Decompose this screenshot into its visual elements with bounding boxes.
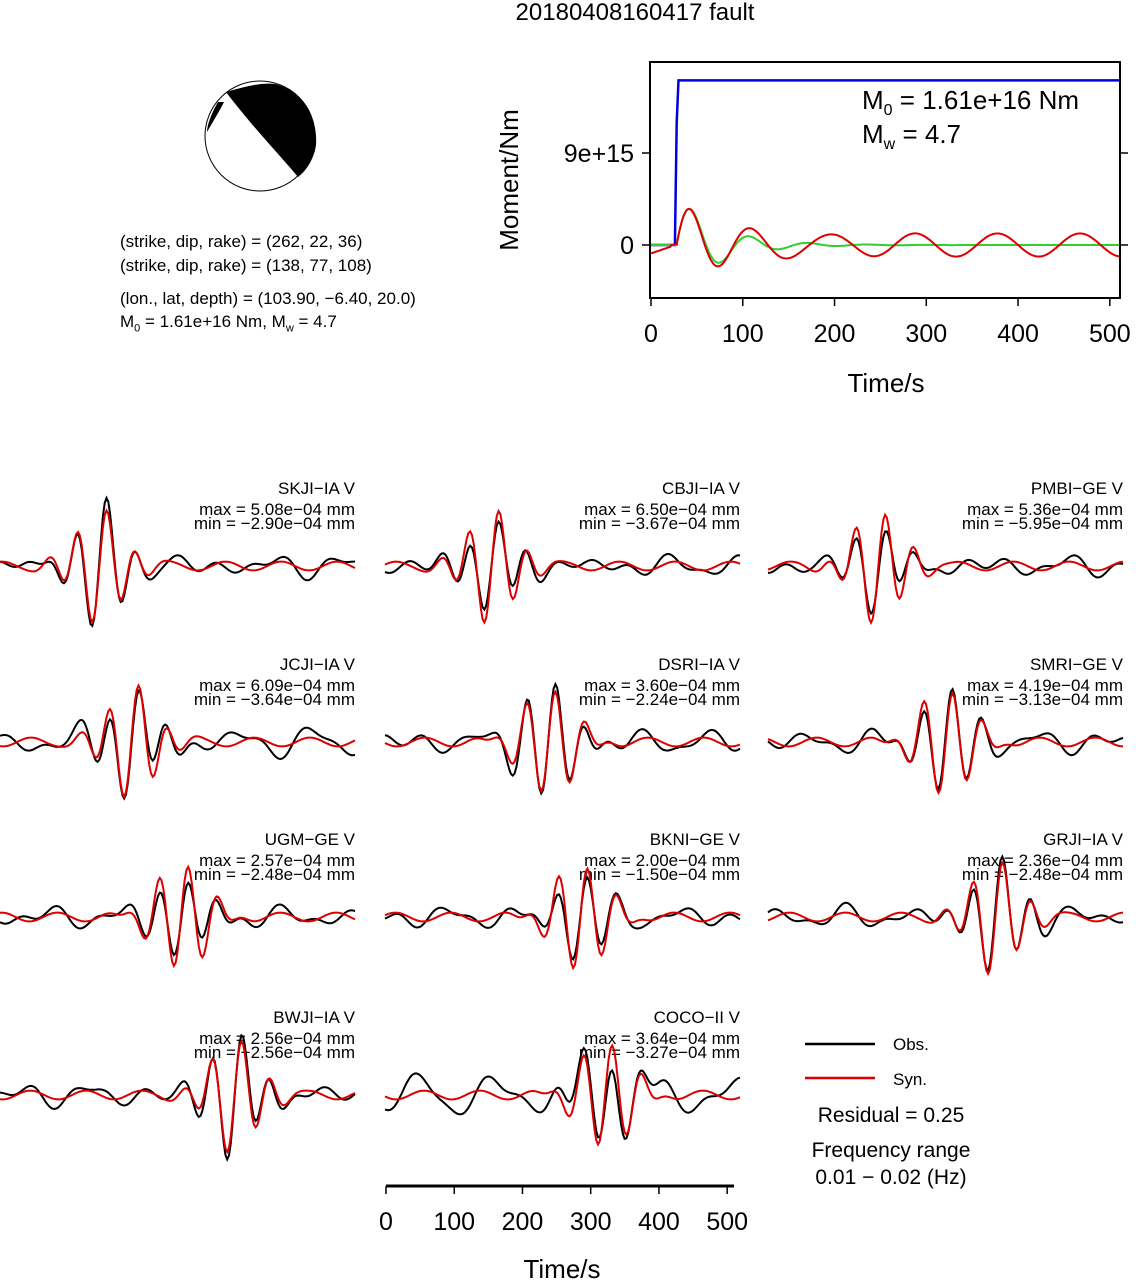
nodal-plane-2: (strike, dip, rake) = (138, 77, 108) xyxy=(120,256,372,275)
station-max: max = 3.64e−04 mm xyxy=(584,1029,740,1048)
wave-x-tick-label: 200 xyxy=(502,1208,544,1236)
moment-plot-frame xyxy=(649,61,1121,299)
moment-x-tick-label: 300 xyxy=(905,320,947,348)
station-name: SMRI−GE V xyxy=(1030,655,1124,674)
frequency-range-value: 0.01 − 0.02 (Hz) xyxy=(815,1166,966,1189)
station-max: max = 3.60e−04 mm xyxy=(584,676,740,695)
observed-waveform xyxy=(384,875,741,962)
wave-x-axis-label: Time/s xyxy=(523,1254,600,1281)
nodal-plane-1: (strike, dip, rake) = (262, 22, 36) xyxy=(120,232,363,251)
station-min: min = −3.67e−04 mm xyxy=(579,514,740,533)
observed-waveform xyxy=(0,495,355,628)
station-max: max = 2.56e−04 mm xyxy=(199,1029,355,1048)
moment-x-tick-label: 100 xyxy=(722,320,764,348)
station-name: SKJI−IA V xyxy=(278,479,356,498)
station-max: max = 6.50e−04 mm xyxy=(584,500,740,519)
station-name: JCJI−IA V xyxy=(280,655,356,674)
hypocenter-info: (lon., lat, depth) = (103.90, −6.40, 20.… xyxy=(120,289,416,308)
wave-x-tick-label: 100 xyxy=(433,1208,475,1236)
station-name: CBJI−IA V xyxy=(662,479,741,498)
synthetic-waveform xyxy=(767,512,1124,626)
wave-x-tick-label: 300 xyxy=(570,1208,612,1236)
moment-x-tick-label: 400 xyxy=(997,320,1039,348)
moment-x-tick-label: 200 xyxy=(814,320,856,348)
residual-label: Residual = 0.25 xyxy=(818,1104,965,1127)
legend-obs-label: Obs. xyxy=(893,1035,929,1054)
station-min: min = −2.48e−04 mm xyxy=(962,865,1123,884)
observed-waveform xyxy=(767,854,1124,972)
moment-x-tick-label: 500 xyxy=(1089,320,1131,348)
synthetic-waveform xyxy=(384,689,741,794)
station-max: max = 6.09e−04 mm xyxy=(199,676,355,695)
station-name: BKNI−GE V xyxy=(650,830,741,849)
station-max: max = 2.36e−04 mm xyxy=(967,851,1123,870)
moment-x-tick-label: 0 xyxy=(644,320,658,348)
station-min: min = −2.24e−04 mm xyxy=(579,690,740,709)
frequency-range-label: Frequency range xyxy=(812,1139,971,1162)
legend-syn-label: Syn. xyxy=(893,1070,927,1089)
beachball-diagram xyxy=(204,80,317,192)
station-min: min = −3.13e−04 mm xyxy=(962,690,1123,709)
synthetic-waveform xyxy=(767,691,1124,796)
synthetic-waveform xyxy=(384,1043,741,1147)
wave-x-tick-label: 400 xyxy=(638,1208,680,1236)
observed-waveform xyxy=(0,1033,356,1163)
station-name: UGM−GE V xyxy=(265,830,356,849)
wave-x-tick-label: 0 xyxy=(379,1208,393,1236)
station-max: max = 2.00e−04 mm xyxy=(584,851,740,870)
station-min: min = −5.95e−04 mm xyxy=(962,514,1123,533)
synthetic-waveform xyxy=(384,866,741,971)
station-min: min = −2.48e−04 mm xyxy=(194,865,355,884)
synthetic-waveform xyxy=(0,683,356,800)
station-name: GRJI−IA V xyxy=(1043,830,1123,849)
page-title: 20180408160417 fault xyxy=(515,0,755,26)
station-name: BWJI−IA V xyxy=(273,1008,355,1027)
moment-y-axis-label: Moment/Nm xyxy=(494,109,524,251)
beachball-compressional-sliver xyxy=(207,102,224,132)
station-max: max = 2.57e−04 mm xyxy=(199,851,355,870)
station-name: COCO−II V xyxy=(654,1008,741,1027)
moment-y-tick-label: 9e+15 xyxy=(564,140,634,168)
wave-x-tick-label: 500 xyxy=(706,1208,748,1236)
moment-rate-observed-line xyxy=(650,207,1120,268)
synthetic-waveform xyxy=(0,1039,356,1155)
station-max: max = 4.19e−04 mm xyxy=(967,676,1123,695)
station-min: min = −1.50e−04 mm xyxy=(579,865,740,884)
mw-annotation: Mw = 4.7 xyxy=(862,119,961,153)
observed-waveform xyxy=(384,1046,741,1141)
legend: Obs. Syn. xyxy=(805,1035,929,1089)
moment-y-tick-label: 0 xyxy=(620,232,634,260)
synthetic-waveform xyxy=(767,860,1124,977)
observed-waveform xyxy=(767,530,1124,616)
station-min: min = −2.56e−04 mm xyxy=(194,1043,355,1062)
station-max: max = 5.08e−04 mm xyxy=(199,500,355,519)
observed-waveform xyxy=(384,519,741,612)
synthetic-waveform xyxy=(0,864,356,969)
station-min: min = −2.90e−04 mm xyxy=(194,514,355,533)
synthetic-waveform xyxy=(0,508,356,625)
station-min: min = −3.64e−04 mm xyxy=(194,690,355,709)
station-name: DSRI−IA V xyxy=(658,655,740,674)
station-max: max = 5.36e−04 mm xyxy=(967,500,1123,519)
station-min: min = −3.27e−04 mm xyxy=(579,1043,740,1062)
beachball-compressional-quadrant xyxy=(226,83,317,177)
station-name: PMBI−GE V xyxy=(1031,479,1124,498)
synthetic-waveform xyxy=(384,508,741,625)
moment-magnitude-info: M0 = 1.61e+16 Nm, Mw = 4.7 xyxy=(120,312,337,335)
moment-x-axis-label: Time/s xyxy=(847,368,924,398)
m0-annotation: M0 = 1.61e+16 Nm xyxy=(862,85,1079,119)
